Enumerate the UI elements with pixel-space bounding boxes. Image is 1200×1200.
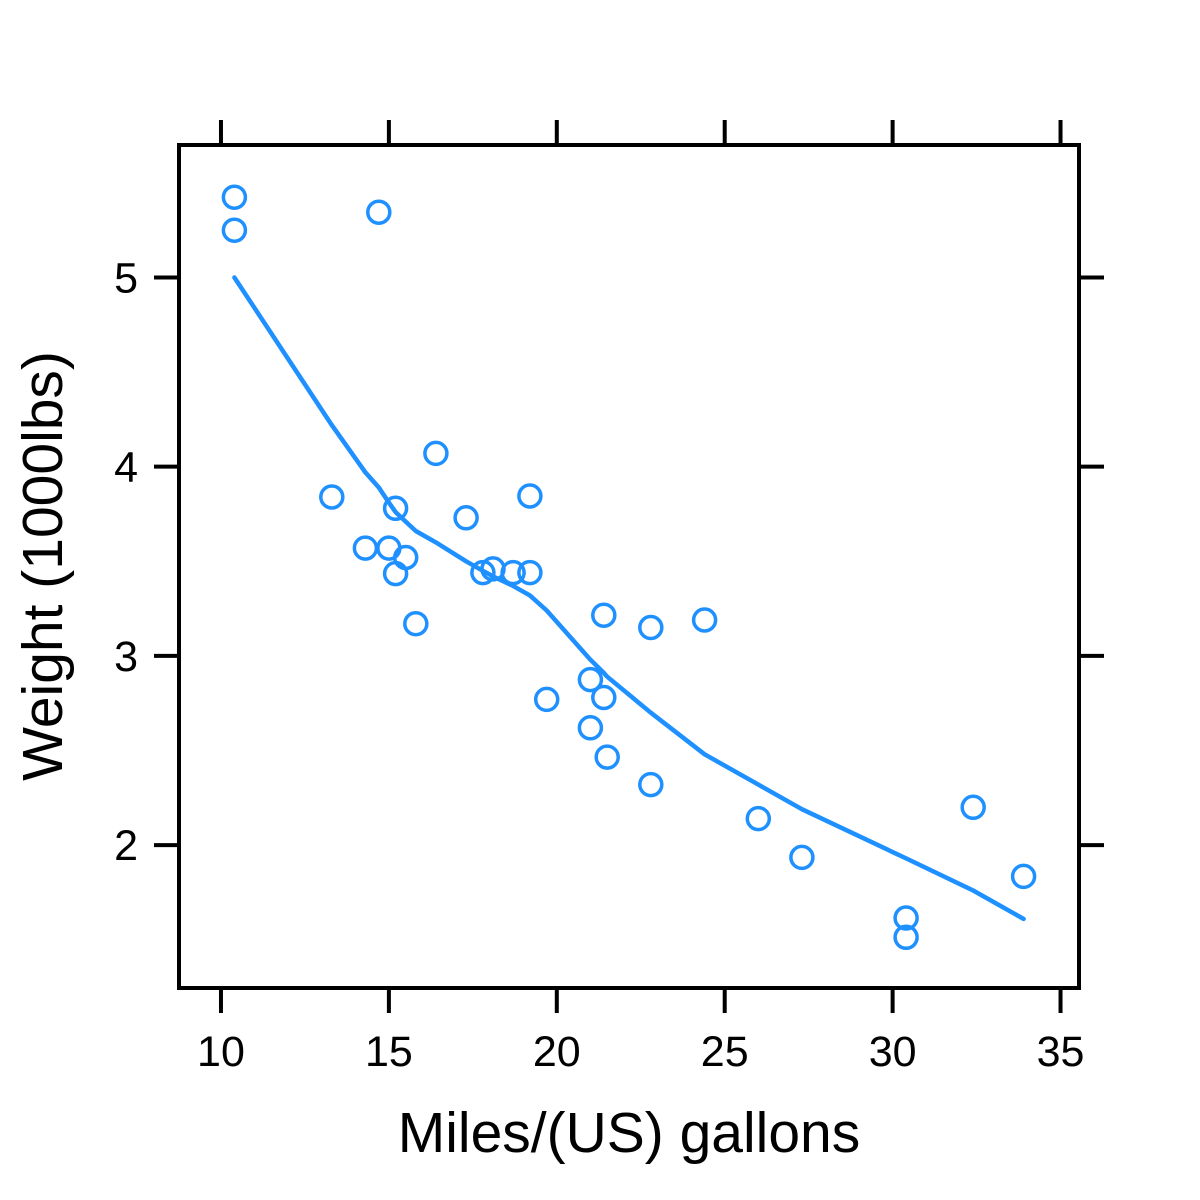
y-axis-right (1079, 275, 1104, 848)
plot-area-border (177, 143, 1081, 990)
scatter-point (382, 495, 409, 522)
scatter-point (789, 844, 815, 871)
scatter-point (517, 559, 543, 586)
y-axis-left: 2 3 4 5 (114, 254, 179, 870)
x-axis-tick-label: 20 (533, 1028, 581, 1076)
scatter-point (517, 483, 543, 509)
scatter-point (893, 924, 919, 951)
y-axis-tick-label: 5 (114, 254, 138, 302)
scatter-point (221, 217, 248, 243)
scatter-point (591, 684, 617, 711)
x-axis-bottom: 10 15 20 25 30 35 (197, 988, 1084, 1076)
scatter-point (533, 686, 560, 713)
scatter-point (352, 535, 379, 561)
x-axis-tick-label: 30 (869, 1028, 917, 1076)
scatter-point (470, 559, 496, 586)
scatter-point (423, 440, 449, 467)
scatter-point (591, 602, 617, 628)
scatter-point (403, 610, 429, 637)
x-axis-tick-label: 35 (1037, 1028, 1085, 1076)
scatter-point (594, 744, 620, 770)
scatter-point (319, 484, 345, 510)
x-axis-tick-label: 25 (701, 1028, 749, 1076)
scatter-point (221, 184, 248, 210)
scatter-point (638, 614, 664, 641)
scatter-point (577, 666, 604, 693)
scatter-point (1010, 863, 1037, 890)
y-axis-tick-label: 3 (114, 633, 138, 681)
scatter-point (893, 905, 919, 931)
scatter-point (638, 771, 664, 798)
scatter-points (221, 184, 1037, 951)
scatter-point (382, 560, 409, 587)
scatter-point (691, 607, 718, 633)
scatter-point (577, 715, 604, 741)
x-axis-tick-label: 15 (365, 1028, 413, 1076)
scatter-point (453, 505, 479, 531)
y-axis-tick-label: 2 (114, 822, 138, 870)
y-axis-title: Weight (1000lbs) (11, 351, 75, 781)
x-axis-tick-label: 10 (197, 1028, 245, 1076)
x-axis-title: Miles/(US) gallons (398, 1101, 860, 1165)
y-axis-tick-label: 4 (114, 444, 138, 492)
lowess-smooth-line (232, 275, 1026, 922)
x-axis-top (218, 120, 1063, 145)
scatter-point (960, 794, 986, 821)
scatter-point (366, 199, 392, 225)
scatter-point (745, 805, 772, 832)
scatter-point (376, 535, 402, 561)
